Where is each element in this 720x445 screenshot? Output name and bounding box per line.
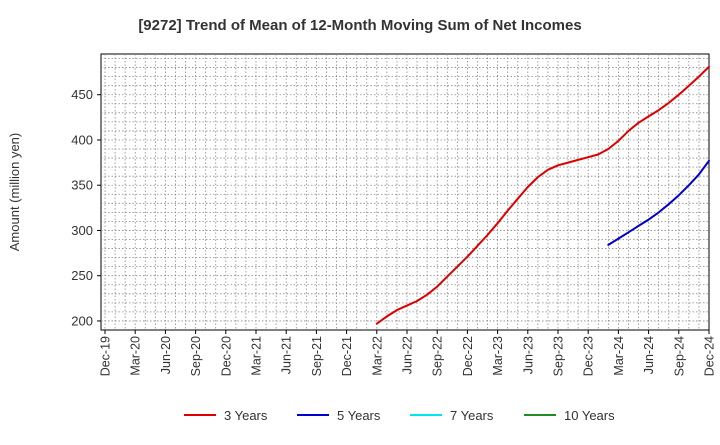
y-tick-label: 300 — [71, 223, 93, 238]
plot-area — [101, 54, 709, 330]
y-tick-label: 200 — [71, 313, 93, 328]
x-tick-label: Sep-20 — [189, 336, 203, 376]
legend: 3 Years 5 Years 7 Years 10 Years — [184, 408, 615, 423]
x-tick-label: Dec-19 — [99, 336, 113, 376]
y-axis-label: Amount (million yen) — [7, 133, 22, 252]
x-tick-label: Mar-24 — [612, 336, 626, 376]
chart-title: [9272] Trend of Mean of 12-Month Moving … — [138, 17, 581, 34]
x-tick-label: Dec-20 — [219, 336, 233, 376]
y-tick-label: 250 — [71, 268, 93, 283]
x-tick-label: Jun-20 — [159, 336, 173, 374]
x-tick-label: Sep-24 — [672, 336, 686, 376]
x-tick-label: Mar-21 — [250, 336, 264, 376]
x-tick-label: Sep-23 — [552, 336, 566, 376]
x-tick-label: Mar-23 — [491, 336, 505, 376]
x-axis-ticks: Dec-19 Mar-20 Jun-20 Sep-20 Dec-20 Mar-21 Jun-… — [99, 330, 720, 376]
y-tick-label: 450 — [71, 87, 93, 102]
legend-label-3-years: 3 Years — [224, 408, 268, 423]
legend-label-7-years: 7 Years — [450, 408, 494, 423]
x-tick-label: Dec-24 — [703, 336, 717, 376]
x-tick-label: Sep-22 — [431, 336, 445, 376]
x-tick-label: Sep-21 — [310, 336, 324, 376]
y-tick-label: 350 — [71, 178, 93, 193]
x-tick-label: Jun-24 — [642, 336, 656, 374]
y-axis-ticks: 200 250 300 350 400 450 — [71, 87, 101, 328]
x-tick-label: Dec-23 — [582, 336, 596, 376]
x-tick-label: Mar-20 — [129, 336, 143, 376]
legend-label-5-years: 5 Years — [337, 408, 381, 423]
x-tick-label: Jun-21 — [280, 336, 294, 374]
y-tick-label: 400 — [71, 132, 93, 147]
x-tick-label: Dec-22 — [461, 336, 475, 376]
x-tick-label: Jun-23 — [521, 336, 535, 374]
legend-label-10-years: 10 Years — [564, 408, 615, 423]
x-tick-label: Dec-21 — [340, 336, 354, 376]
x-tick-label: Jun-22 — [401, 336, 415, 374]
x-tick-label: Mar-22 — [370, 336, 384, 376]
